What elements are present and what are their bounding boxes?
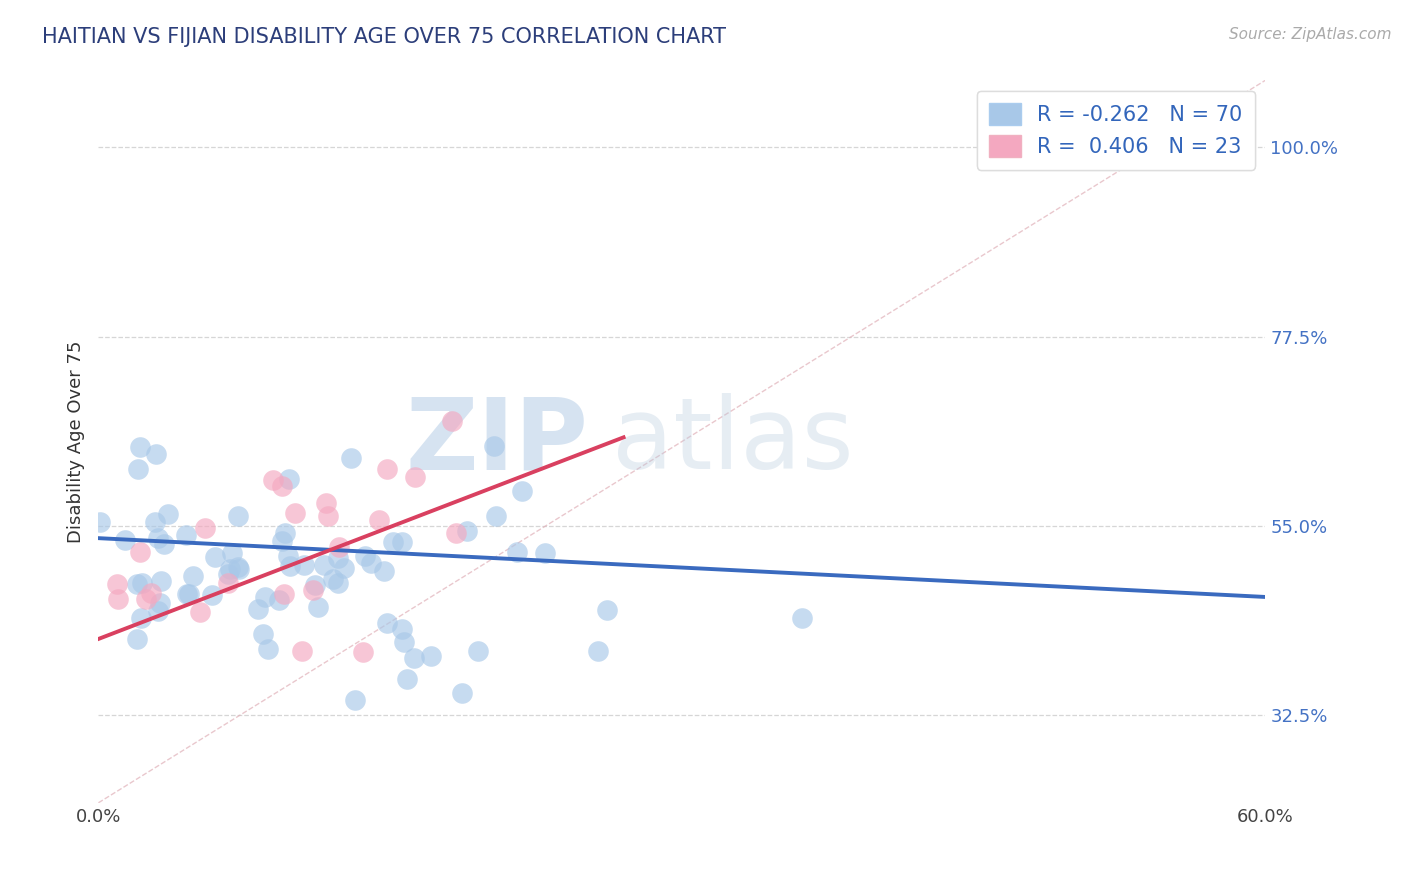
Point xyxy=(254,590,277,604)
Point xyxy=(252,627,274,641)
Y-axis label: Disability Age Over 75: Disability Age Over 75 xyxy=(66,340,84,543)
Point xyxy=(292,558,315,572)
Point xyxy=(228,562,250,576)
Point xyxy=(145,515,167,529)
Point xyxy=(226,508,249,523)
Point xyxy=(404,470,426,484)
Point xyxy=(420,648,443,663)
Point xyxy=(228,559,250,574)
Point xyxy=(204,550,226,565)
Point xyxy=(485,508,508,523)
Point xyxy=(360,557,382,571)
Point xyxy=(440,414,463,428)
Point xyxy=(127,577,149,591)
Point xyxy=(146,532,169,546)
Point xyxy=(181,569,204,583)
Point xyxy=(129,611,152,625)
Point xyxy=(375,616,398,631)
Point xyxy=(219,562,242,576)
Point xyxy=(277,549,299,563)
Point xyxy=(326,551,349,566)
Point xyxy=(157,507,180,521)
Point xyxy=(340,451,363,466)
Point xyxy=(217,567,239,582)
Point xyxy=(328,541,350,555)
Point xyxy=(188,606,211,620)
Point xyxy=(344,692,367,706)
Point xyxy=(586,644,609,658)
Point xyxy=(131,575,153,590)
Text: Source: ZipAtlas.com: Source: ZipAtlas.com xyxy=(1229,27,1392,42)
Point xyxy=(153,537,176,551)
Point xyxy=(291,644,314,658)
Point xyxy=(312,558,335,572)
Point xyxy=(114,533,136,548)
Point xyxy=(391,623,413,637)
Point xyxy=(456,524,478,539)
Point xyxy=(176,587,198,601)
Point xyxy=(107,592,129,607)
Point xyxy=(179,587,201,601)
Point xyxy=(221,546,243,560)
Point xyxy=(146,604,169,618)
Point xyxy=(512,483,534,498)
Point xyxy=(302,582,325,597)
Point xyxy=(105,577,128,591)
Point xyxy=(444,525,467,540)
Text: ZIP: ZIP xyxy=(406,393,589,490)
Point xyxy=(315,496,337,510)
Point xyxy=(482,439,505,453)
Point xyxy=(368,512,391,526)
Text: atlas: atlas xyxy=(612,393,853,490)
Point xyxy=(277,472,299,486)
Point xyxy=(127,462,149,476)
Point xyxy=(262,473,284,487)
Text: HAITIAN VS FIJIAN DISABILITY AGE OVER 75 CORRELATION CHART: HAITIAN VS FIJIAN DISABILITY AGE OVER 75… xyxy=(42,27,725,46)
Point xyxy=(145,447,167,461)
Legend: R = -0.262   N = 70, R =  0.406   N = 23: R = -0.262 N = 70, R = 0.406 N = 23 xyxy=(977,91,1256,169)
Point xyxy=(135,592,157,607)
Point xyxy=(534,546,557,560)
Point xyxy=(506,545,529,559)
Point xyxy=(280,559,302,574)
Point xyxy=(257,641,280,656)
Point xyxy=(392,635,415,649)
Point xyxy=(396,672,419,686)
Point xyxy=(271,534,294,549)
Point xyxy=(128,545,150,559)
Point xyxy=(284,506,307,520)
Point xyxy=(326,576,349,591)
Point xyxy=(125,632,148,647)
Point xyxy=(391,534,413,549)
Point xyxy=(217,576,239,591)
Point xyxy=(382,535,405,549)
Point xyxy=(451,686,474,700)
Point xyxy=(269,593,291,607)
Point xyxy=(274,525,297,540)
Point xyxy=(352,645,374,659)
Point xyxy=(149,596,172,610)
Point xyxy=(322,572,344,586)
Point xyxy=(149,574,172,589)
Point xyxy=(139,585,162,599)
Point xyxy=(402,650,425,665)
Point xyxy=(194,521,217,535)
Point xyxy=(304,578,326,592)
Point xyxy=(89,515,111,529)
Point xyxy=(308,600,330,615)
Point xyxy=(247,601,270,615)
Point xyxy=(332,560,354,574)
Point xyxy=(792,611,814,625)
Point xyxy=(129,440,152,454)
Point xyxy=(271,478,294,492)
Point xyxy=(353,549,375,563)
Point xyxy=(201,588,224,602)
Point xyxy=(373,564,395,578)
Point xyxy=(273,586,295,600)
Point xyxy=(375,462,398,476)
Point xyxy=(596,603,619,617)
Point xyxy=(316,508,339,523)
Point xyxy=(467,644,489,658)
Point xyxy=(176,528,198,542)
